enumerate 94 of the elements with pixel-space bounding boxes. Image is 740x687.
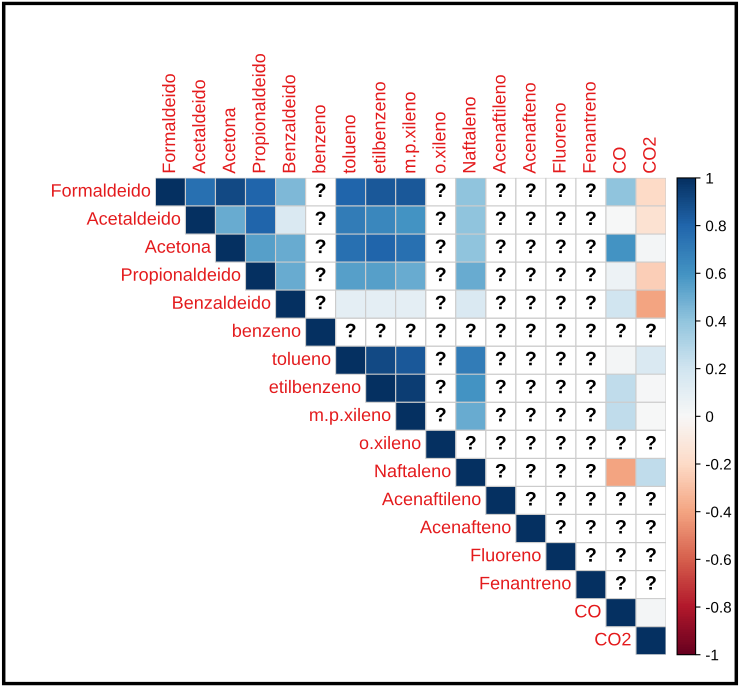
text: ? — [586, 464, 596, 478]
text: ? — [316, 183, 326, 197]
color-bar-label: -0.2 — [706, 458, 731, 470]
text: ? — [496, 408, 506, 422]
text: ? — [556, 408, 566, 422]
text: ? — [586, 380, 596, 394]
text: ? — [646, 520, 656, 534]
x-tick-label: CO2 — [643, 138, 656, 173]
text: ? — [586, 240, 596, 254]
text: ? — [556, 268, 566, 282]
text: ? — [406, 324, 416, 338]
text: ? — [556, 436, 566, 450]
text: ? — [616, 436, 626, 450]
text: ? — [646, 548, 656, 562]
color-bar-label: -0.4 — [706, 506, 732, 518]
x-tick-label: CO — [613, 148, 626, 173]
text: ? — [496, 211, 506, 226]
color-bar-label: 0.2 — [706, 364, 726, 374]
text: ? — [526, 324, 536, 338]
text: ? — [586, 352, 596, 366]
text: ? — [556, 492, 566, 506]
text: ? — [316, 296, 326, 310]
text: ? — [556, 464, 566, 478]
text: ? — [526, 268, 536, 282]
text: ? — [436, 211, 446, 226]
text: ? — [526, 408, 536, 422]
text: ? — [556, 211, 566, 226]
text: ? — [646, 492, 656, 506]
text: ? — [526, 296, 536, 310]
text: ? — [646, 324, 656, 338]
text: ? — [616, 324, 626, 338]
text: ? — [526, 436, 536, 450]
text: ? — [646, 436, 656, 450]
text: ? — [586, 436, 596, 450]
text: ? — [586, 296, 596, 310]
text: ? — [316, 240, 326, 254]
text: ? — [616, 492, 626, 506]
text: ? — [496, 436, 506, 450]
text: ? — [526, 211, 536, 226]
text: ? — [496, 183, 506, 197]
color-bar-label: 0.6 — [706, 268, 726, 279]
text: ? — [586, 211, 596, 226]
text: ? — [436, 296, 446, 310]
text: ? — [526, 464, 536, 478]
text: ? — [586, 548, 596, 562]
text: ? — [586, 520, 596, 534]
text: ? — [496, 296, 506, 310]
text: ? — [586, 408, 596, 422]
text: ? — [556, 296, 566, 310]
color-bar-label: -0.6 — [706, 554, 731, 566]
text: ? — [436, 240, 446, 254]
text: ? — [556, 352, 566, 366]
text: ? — [526, 492, 536, 506]
text: ? — [646, 576, 656, 590]
text: ? — [496, 268, 506, 282]
text: ? — [526, 352, 536, 366]
text: ? — [556, 240, 566, 254]
text: ? — [436, 183, 446, 197]
text: ? — [556, 380, 566, 394]
text: ? — [436, 380, 446, 394]
text: ? — [436, 268, 446, 282]
text: ? — [436, 408, 446, 422]
text: ? — [586, 492, 596, 506]
text: ? — [376, 324, 386, 338]
text: ? — [466, 436, 476, 450]
text: ? — [436, 324, 446, 338]
text: ? — [556, 324, 566, 338]
text: ? — [586, 268, 596, 282]
color-bar-label: 0.4 — [706, 316, 726, 327]
text: ? — [556, 183, 566, 197]
text: ? — [556, 520, 566, 534]
color-bar-label: 0.8 — [706, 220, 726, 232]
text: ? — [316, 211, 326, 226]
color-bar-label: 1 — [706, 172, 714, 184]
text: ? — [316, 268, 326, 282]
text: ? — [526, 240, 536, 254]
text: ? — [496, 240, 506, 254]
text: ? — [496, 464, 506, 478]
text: ? — [496, 380, 506, 394]
text: ? — [616, 548, 626, 562]
color-bar-label: -0.8 — [706, 602, 731, 613]
color-bar-label: -1 — [706, 650, 718, 660]
text: ? — [586, 183, 596, 197]
text: ? — [346, 324, 356, 338]
text: ? — [436, 352, 446, 366]
text: ? — [526, 183, 536, 197]
text: ? — [616, 520, 626, 534]
text: ? — [496, 324, 506, 338]
text: ? — [526, 380, 536, 394]
color-bar-label: 0 — [706, 411, 714, 422]
text: ? — [466, 324, 476, 338]
text: ? — [496, 352, 506, 366]
text: ? — [586, 324, 596, 338]
text: ? — [616, 576, 626, 590]
